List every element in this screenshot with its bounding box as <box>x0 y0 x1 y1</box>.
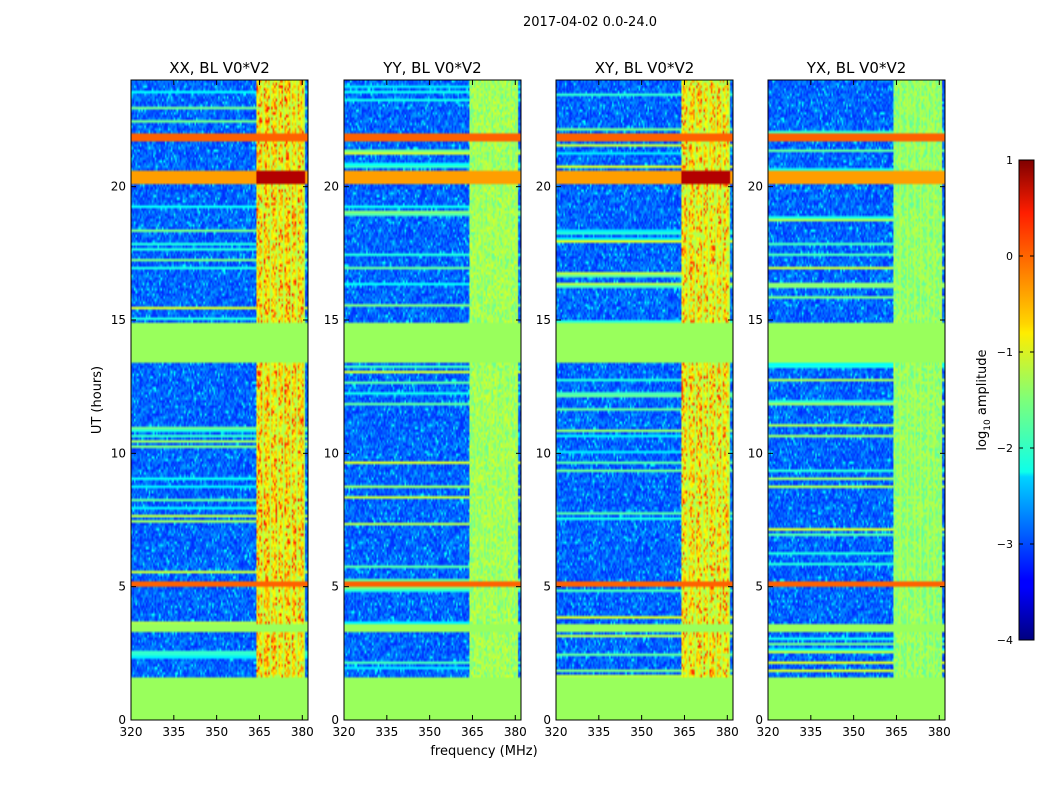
y-tick-label: 15 <box>111 313 126 327</box>
colorbar-gradient <box>1018 159 1035 641</box>
x-tick-label: 350 <box>418 725 441 739</box>
x-axis-label: frequency (MHz) <box>430 744 537 759</box>
panel-title: XY, BL V0*V2 <box>595 59 695 77</box>
x-tick-label: 350 <box>205 725 228 739</box>
colorbar-label-suffix: amplitude <box>975 349 990 419</box>
y-tick-label: 10 <box>324 446 339 460</box>
panel-frame <box>767 79 946 721</box>
panel-title: YX, BL V0*V2 <box>806 59 907 77</box>
y-tick-label: 10 <box>111 446 126 460</box>
y-tick-label: 5 <box>755 580 763 594</box>
y-tick-label: 20 <box>536 180 551 194</box>
x-tick-label: 335 <box>799 725 822 739</box>
panel-2: YY, BL V0*V2 320 335 350 365 380 0 5 10 15 20 <box>324 59 527 739</box>
x-tick-label: 350 <box>842 725 865 739</box>
colorbar-tick-label: −3 <box>997 538 1013 551</box>
panel-frame <box>555 79 734 721</box>
y-tick-label: 5 <box>118 580 126 594</box>
panel-heatmap-image <box>344 80 521 720</box>
panel-4: YX, BL V0*V2 320 335 350 365 380 0 5 10 15 20 <box>748 59 951 739</box>
colorbar-tick-label: 0 <box>1006 250 1013 263</box>
x-tick-label: 365 <box>885 725 908 739</box>
y-tick-label: 5 <box>331 580 339 594</box>
x-tick-label: 365 <box>248 725 271 739</box>
x-tick-label: 320 <box>120 725 143 739</box>
colorbar-label-log: log <box>975 431 990 451</box>
panel-heatmap-image <box>768 80 945 720</box>
colorbar-tick-label: −1 <box>997 346 1013 359</box>
y-tick-label: 5 <box>543 580 551 594</box>
x-tick-label: 320 <box>545 725 568 739</box>
colorbar-tick-label: −2 <box>997 442 1013 455</box>
x-tick-label: 380 <box>291 725 314 739</box>
x-tick-label: 380 <box>716 725 739 739</box>
panel-3: XY, BL V0*V2 320 335 350 365 380 0 5 10 15 20 <box>536 59 739 739</box>
y-tick-label: 0 <box>543 713 551 727</box>
y-tick-label: 15 <box>324 313 339 327</box>
x-tick-label: 320 <box>757 725 780 739</box>
y-tick-label: 10 <box>748 446 763 460</box>
y-tick-label: 0 <box>118 713 126 727</box>
x-tick-label: 335 <box>587 725 610 739</box>
x-tick-label: 380 <box>928 725 951 739</box>
x-tick-label: 320 <box>333 725 356 739</box>
x-tick-label: 350 <box>630 725 653 739</box>
x-tick-label: 365 <box>673 725 696 739</box>
panel-1: XX, BL V0*V2 320 335 350 365 380 0 5 10 15 20 <box>111 59 314 739</box>
panel-frame <box>343 79 522 721</box>
figure-suptitle: 2017-04-02 0.0-24.0 <box>523 15 657 30</box>
colorbar-ticks: 1 0 −1 −2 −3 −4 <box>997 154 1034 647</box>
colorbar-label-sub: 10 <box>983 419 993 431</box>
y-tick-label: 0 <box>755 713 763 727</box>
y-tick-label: 15 <box>536 313 551 327</box>
y-tick-label: 0 <box>331 713 339 727</box>
panel-heatmap-image <box>556 80 733 720</box>
y-axis-label: UT (hours) <box>90 366 105 434</box>
x-tick-label: 335 <box>375 725 398 739</box>
colorbar-tick-label: −4 <box>997 634 1013 647</box>
y-tick-label: 10 <box>536 446 551 460</box>
x-tick-label: 365 <box>461 725 484 739</box>
panel-frame <box>130 79 309 721</box>
y-tick-label: 20 <box>748 180 763 194</box>
x-tick-label: 335 <box>162 725 185 739</box>
y-tick-label: 15 <box>748 313 763 327</box>
panel-title: YY, BL V0*V2 <box>382 59 481 77</box>
colorbar-label: log10 amplitude <box>975 349 993 450</box>
panel-heatmap-image <box>131 80 308 720</box>
x-tick-label: 380 <box>504 725 527 739</box>
y-tick-label: 20 <box>111 180 126 194</box>
y-tick-label: 20 <box>324 180 339 194</box>
panel-title: XX, BL V0*V2 <box>169 59 270 77</box>
colorbar: 10−1−2−3−4 log10 amplitude <box>975 154 1035 647</box>
colorbar-tick-label: 1 <box>1006 154 1013 167</box>
